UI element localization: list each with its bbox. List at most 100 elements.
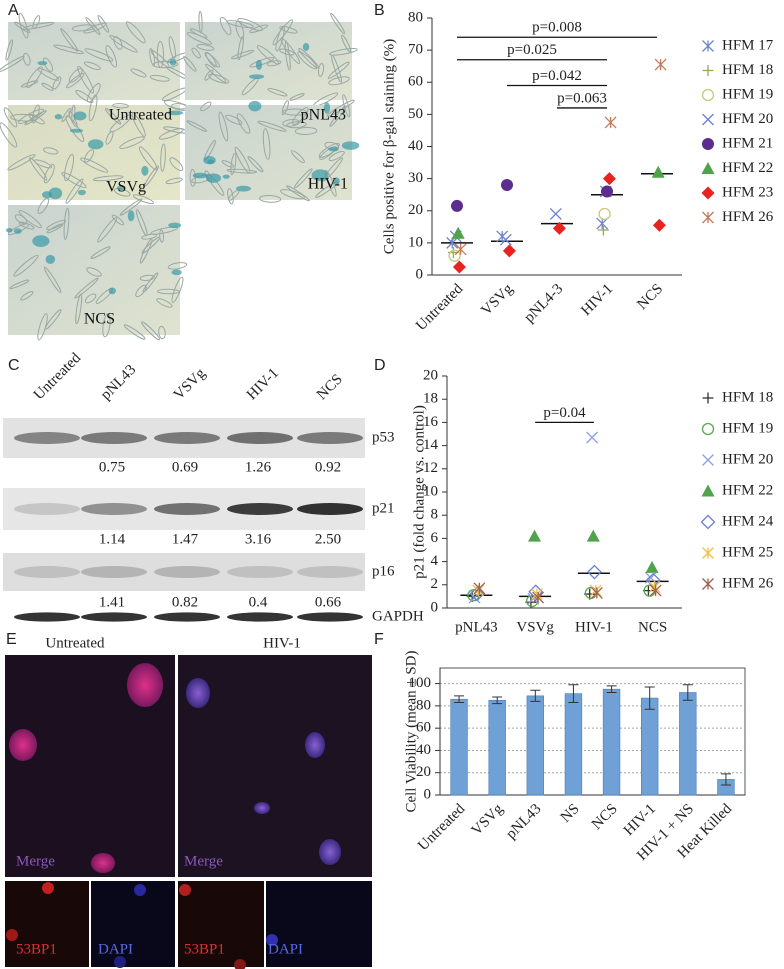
cell (292, 107, 309, 125)
x-tick-label: pNL43 (503, 801, 544, 842)
cell (267, 87, 288, 97)
legend-label: HFM 20 (722, 451, 773, 467)
cell (141, 321, 161, 341)
western-blots: Untreated pNL43 VSVg HIV-1 NCS p53 p21 p16 GAPDH… (3, 350, 424, 624)
channel-label: Merge (184, 853, 223, 869)
legend-marker (700, 514, 716, 530)
stained-cell (54, 114, 63, 120)
y-tick-label: 2 (431, 576, 439, 592)
legend-label: HFM 19 (722, 420, 773, 436)
cell (37, 313, 48, 341)
cell (186, 120, 208, 132)
bar (602, 688, 621, 796)
band (81, 612, 147, 622)
band (154, 503, 220, 515)
y-tick-label: 10 (408, 234, 423, 250)
data-point (601, 185, 613, 198)
cell (218, 111, 229, 142)
band (14, 503, 80, 515)
error-bar (492, 696, 503, 705)
y-tick-label: 0 (431, 599, 439, 615)
legend-marker (702, 454, 714, 466)
error-bar (454, 695, 465, 704)
lane-label: HIV-1 (244, 365, 282, 403)
y-axis-label: Cells positive for β-gal staining (%) (381, 39, 397, 255)
cell (139, 238, 153, 264)
data-point (454, 243, 467, 256)
legend-label: HFM 20 (722, 111, 773, 127)
stained-cell (13, 228, 22, 234)
cell (75, 89, 94, 104)
y-tick-label: 80 (416, 697, 431, 713)
bar (679, 692, 697, 796)
data-point (552, 221, 566, 235)
x-tick-label: NCS (634, 281, 666, 313)
nucleus (127, 663, 163, 707)
y-tick-label: 8 (431, 507, 439, 523)
nucleus (266, 934, 278, 946)
band (297, 612, 363, 622)
stained-cell (127, 210, 135, 222)
cell (9, 279, 30, 290)
stained-cell (6, 228, 13, 233)
stained-cell (108, 287, 116, 295)
data-point (528, 529, 542, 542)
legend-label: HFM 23 (722, 184, 773, 200)
panel-label: F (374, 631, 384, 648)
stained-cell (255, 59, 263, 71)
y-tick-label: 18 (423, 391, 438, 407)
cell (20, 290, 34, 301)
cell (171, 276, 184, 303)
nucleus (234, 959, 246, 969)
y-tick-label: 0 (424, 786, 432, 802)
cell (61, 107, 72, 122)
p-value: p=0.04 (543, 405, 586, 421)
legend-marker (702, 211, 714, 224)
data-point (499, 233, 512, 246)
x-tick-label: NCS (589, 801, 621, 833)
cell (329, 105, 347, 127)
channel-label: DAPI (268, 941, 303, 957)
cell (168, 36, 176, 59)
band (14, 612, 80, 622)
cell (152, 60, 179, 69)
cell (150, 226, 178, 235)
cell (85, 17, 101, 36)
cell (41, 82, 54, 91)
cell (291, 150, 305, 164)
cell (266, 60, 282, 67)
y-tick-label: 40 (416, 742, 431, 758)
stained-cell (332, 177, 340, 185)
channel-label: Merge (16, 853, 55, 869)
y-tick-label: 100 (409, 675, 432, 691)
y-tick-label: 14 (423, 437, 439, 453)
ratio: 3.16 (245, 531, 272, 547)
cell (34, 159, 53, 169)
cell (26, 66, 43, 89)
cell (105, 45, 118, 68)
plot-frame (439, 667, 746, 796)
data-point (598, 207, 611, 221)
ratio: 0.69 (172, 459, 198, 475)
cell (183, 56, 197, 72)
blot (3, 553, 365, 591)
cell (200, 101, 212, 112)
cell (135, 209, 148, 237)
legend-label: HFM 22 (722, 160, 773, 176)
cell (97, 217, 118, 243)
nucleus (114, 956, 126, 968)
cell (160, 143, 166, 172)
data-point (602, 172, 616, 186)
data-point (452, 260, 466, 274)
error-bar (568, 684, 579, 704)
cell (123, 324, 146, 340)
y-tick-label: 60 (408, 74, 423, 90)
cell (119, 136, 145, 149)
data-point (586, 431, 599, 444)
stained-cell (48, 187, 63, 200)
x-tick-label: VSVg (516, 619, 554, 635)
cell (109, 114, 132, 133)
nucleus (134, 884, 146, 896)
x-tick-label: NS (558, 801, 583, 826)
legend-label: HFM 18 (722, 389, 773, 405)
